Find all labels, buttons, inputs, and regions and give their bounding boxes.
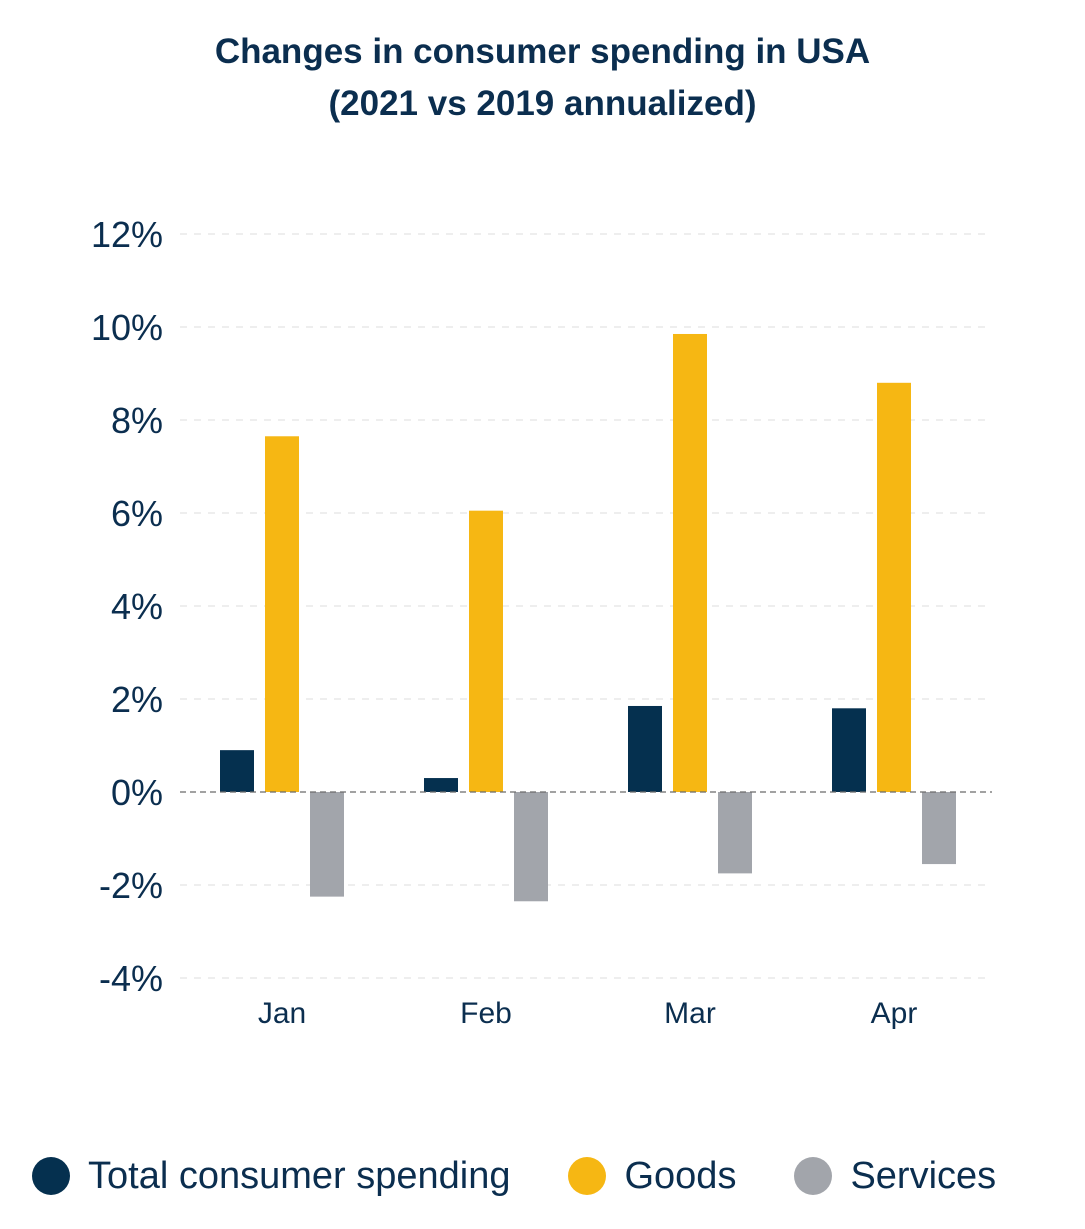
legend-swatch xyxy=(32,1157,70,1195)
legend-item: Services xyxy=(794,1155,996,1198)
x-axis-ticks: Jan Feb Mar Apr xyxy=(258,997,918,1030)
bar-total-consumer-spending-apr xyxy=(832,708,866,792)
bar-total-consumer-spending-jan xyxy=(220,750,254,792)
legend-swatch xyxy=(794,1157,833,1195)
bar-services-feb xyxy=(514,792,548,902)
x-tick-label: Feb xyxy=(460,997,512,1030)
grid-lines xyxy=(180,233,992,979)
y-axis-ticks: -4% -2% 0% 2% 4% 6% 8% 10% 12% xyxy=(91,214,163,999)
chart-title-main: Changes in consumer spending in USA xyxy=(214,32,871,71)
legend-item: Total consumer spending xyxy=(32,1155,510,1198)
x-tick-label: Mar xyxy=(664,997,716,1030)
bar-goods-feb xyxy=(469,510,503,792)
bar-total-consumer-spending-feb xyxy=(424,778,458,792)
legend-label: Services xyxy=(850,1154,997,1197)
chart-title: Changes in consumer spending in USA (202… xyxy=(0,26,1085,130)
x-tick-label: Jan xyxy=(258,997,306,1030)
bar-services-mar xyxy=(718,792,752,874)
legend-label: Total consumer spending xyxy=(88,1154,511,1197)
y-tick-label: 4% xyxy=(111,586,163,627)
bar-goods-jan xyxy=(265,436,299,792)
bar-total-consumer-spending-mar xyxy=(628,705,662,792)
bar-goods-mar xyxy=(673,333,707,792)
y-tick-label: 8% xyxy=(111,400,163,441)
legend: Total consumer spending Goods Services xyxy=(32,1148,996,1204)
legend-label: Goods xyxy=(624,1154,737,1197)
bar-services-jan xyxy=(310,792,344,897)
x-tick-label: Apr xyxy=(871,997,918,1030)
bars xyxy=(220,333,956,902)
y-tick-label: 10% xyxy=(91,307,163,348)
y-tick-label: -4% xyxy=(99,958,163,999)
legend-swatch xyxy=(568,1157,607,1195)
bar-goods-apr xyxy=(877,382,911,792)
y-tick-label: 6% xyxy=(111,493,163,534)
chart-subtitle: (2021 vs 2019 annualized) xyxy=(328,84,757,123)
y-tick-label: 0% xyxy=(111,772,163,813)
legend-item: Goods xyxy=(568,1155,736,1198)
y-tick-label: 12% xyxy=(91,214,163,255)
y-tick-label: 2% xyxy=(111,679,163,720)
bar-services-apr xyxy=(922,792,956,865)
y-tick-label: -2% xyxy=(99,865,163,906)
